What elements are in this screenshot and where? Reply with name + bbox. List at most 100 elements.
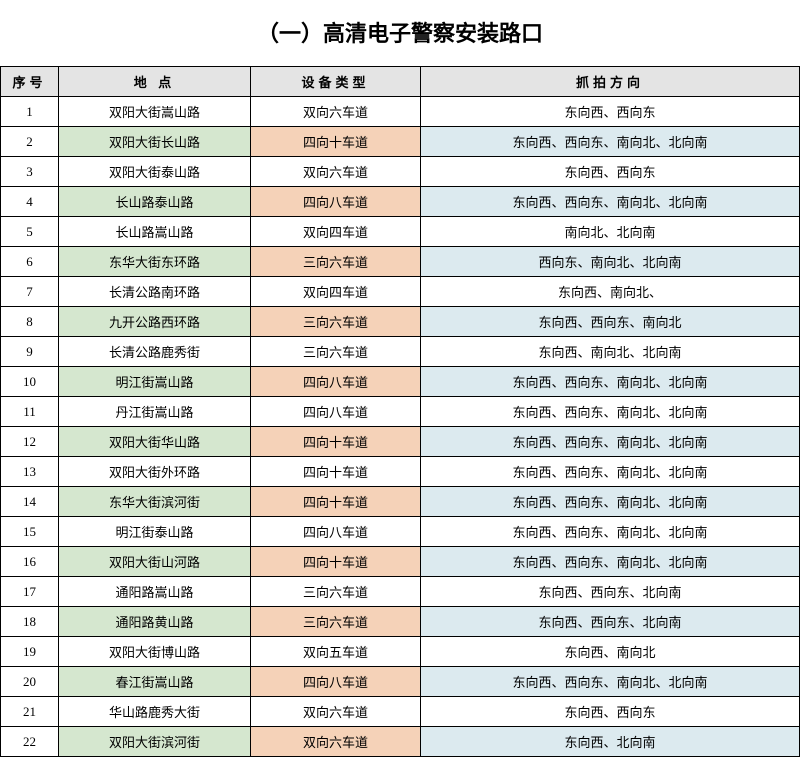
cell-seq: 2 <box>1 127 59 157</box>
cell-location: 春江街嵩山路 <box>59 667 251 697</box>
table-row: 4长山路泰山路四向八车道东向西、西向东、南向北、北向南 <box>1 187 800 217</box>
cell-location: 明江街嵩山路 <box>59 367 251 397</box>
cell-seq: 17 <box>1 577 59 607</box>
cell-type: 双向五车道 <box>251 637 421 667</box>
cell-location: 东华大街滨河街 <box>59 487 251 517</box>
cell-location: 丹江街嵩山路 <box>59 397 251 427</box>
cell-type: 双向六车道 <box>251 697 421 727</box>
table-row: 3双阳大街泰山路双向六车道东向西、西向东 <box>1 157 800 187</box>
cell-seq: 14 <box>1 487 59 517</box>
table-header-row: 序号 地 点 设备类型 抓拍方向 <box>1 67 800 97</box>
cell-seq: 8 <box>1 307 59 337</box>
cell-location: 双阳大街长山路 <box>59 127 251 157</box>
cell-type: 三向六车道 <box>251 607 421 637</box>
cell-type: 三向六车道 <box>251 577 421 607</box>
table-row: 14东华大街滨河街四向十车道东向西、西向东、南向北、北向南 <box>1 487 800 517</box>
cell-seq: 4 <box>1 187 59 217</box>
cell-type: 四向八车道 <box>251 187 421 217</box>
cell-location: 双阳大街外环路 <box>59 457 251 487</box>
table-row: 11丹江街嵩山路四向八车道东向西、西向东、南向北、北向南 <box>1 397 800 427</box>
cell-type: 四向十车道 <box>251 487 421 517</box>
cell-seq: 7 <box>1 277 59 307</box>
cell-type: 四向十车道 <box>251 547 421 577</box>
cell-seq: 16 <box>1 547 59 577</box>
cell-direction: 东向西、西向东、北向南 <box>421 607 800 637</box>
cell-type: 三向六车道 <box>251 337 421 367</box>
cell-type: 四向八车道 <box>251 667 421 697</box>
cell-location: 双阳大街嵩山路 <box>59 97 251 127</box>
cell-direction: 西向东、南向北、北向南 <box>421 247 800 277</box>
table-row: 15明江街泰山路四向八车道东向西、西向东、南向北、北向南 <box>1 517 800 547</box>
col-header-direction: 抓拍方向 <box>421 67 800 97</box>
cell-type: 四向八车道 <box>251 517 421 547</box>
cell-direction: 东向西、南向北、北向南 <box>421 337 800 367</box>
cell-location: 双阳大街华山路 <box>59 427 251 457</box>
cell-seq: 1 <box>1 97 59 127</box>
table-row: 1双阳大街嵩山路双向六车道东向西、西向东 <box>1 97 800 127</box>
cell-direction: 东向西、西向东 <box>421 97 800 127</box>
cell-location: 东华大街东环路 <box>59 247 251 277</box>
cell-direction: 东向西、西向东、南向北、北向南 <box>421 427 800 457</box>
cell-seq: 5 <box>1 217 59 247</box>
cell-direction: 东向西、西向东、南向北、北向南 <box>421 487 800 517</box>
cell-location: 长清公路鹿秀街 <box>59 337 251 367</box>
cell-direction: 东向西、西向东 <box>421 697 800 727</box>
cell-seq: 10 <box>1 367 59 397</box>
cell-direction: 东向西、北向南 <box>421 727 800 757</box>
table-row: 8九开公路西环路三向六车道东向西、西向东、南向北 <box>1 307 800 337</box>
table-row: 12双阳大街华山路四向十车道东向西、西向东、南向北、北向南 <box>1 427 800 457</box>
cell-direction: 东向西、西向东、南向北、北向南 <box>421 457 800 487</box>
cell-location: 九开公路西环路 <box>59 307 251 337</box>
cell-location: 双阳大街滨河街 <box>59 727 251 757</box>
cell-type: 双向六车道 <box>251 157 421 187</box>
cell-seq: 21 <box>1 697 59 727</box>
table-row: 6东华大街东环路三向六车道西向东、南向北、北向南 <box>1 247 800 277</box>
cell-seq: 6 <box>1 247 59 277</box>
col-header-type: 设备类型 <box>251 67 421 97</box>
cell-seq: 22 <box>1 727 59 757</box>
cell-type: 四向十车道 <box>251 427 421 457</box>
cell-type: 三向六车道 <box>251 307 421 337</box>
table-row: 21华山路鹿秀大街双向六车道东向西、西向东 <box>1 697 800 727</box>
cell-type: 四向八车道 <box>251 367 421 397</box>
cell-type: 三向六车道 <box>251 247 421 277</box>
table-row: 18通阳路黄山路三向六车道东向西、西向东、北向南 <box>1 607 800 637</box>
cell-direction: 东向西、西向东、南向北 <box>421 307 800 337</box>
cell-location: 双阳大街泰山路 <box>59 157 251 187</box>
cell-direction: 东向西、西向东、南向北、北向南 <box>421 397 800 427</box>
cell-direction: 东向西、西向东、南向北、北向南 <box>421 547 800 577</box>
cell-location: 长山路泰山路 <box>59 187 251 217</box>
cell-type: 双向四车道 <box>251 217 421 247</box>
table-row: 13双阳大街外环路四向十车道东向西、西向东、南向北、北向南 <box>1 457 800 487</box>
cell-location: 长山路嵩山路 <box>59 217 251 247</box>
table-row: 16双阳大街山河路四向十车道东向西、西向东、南向北、北向南 <box>1 547 800 577</box>
table-row: 7长清公路南环路双向四车道东向西、南向北、 <box>1 277 800 307</box>
cell-location: 长清公路南环路 <box>59 277 251 307</box>
cell-seq: 20 <box>1 667 59 697</box>
cell-direction: 东向西、西向东、南向北、北向南 <box>421 187 800 217</box>
cell-seq: 19 <box>1 637 59 667</box>
cell-seq: 12 <box>1 427 59 457</box>
cell-location: 华山路鹿秀大街 <box>59 697 251 727</box>
cell-direction: 东向西、西向东、北向南 <box>421 577 800 607</box>
cell-type: 双向六车道 <box>251 727 421 757</box>
cell-location: 双阳大街山河路 <box>59 547 251 577</box>
cell-type: 四向八车道 <box>251 397 421 427</box>
cell-seq: 13 <box>1 457 59 487</box>
table-row: 10明江街嵩山路四向八车道东向西、西向东、南向北、北向南 <box>1 367 800 397</box>
table-row: 19双阳大街博山路双向五车道东向西、南向北 <box>1 637 800 667</box>
cell-location: 通阳路嵩山路 <box>59 577 251 607</box>
cell-type: 双向六车道 <box>251 97 421 127</box>
cell-direction: 东向西、南向北、 <box>421 277 800 307</box>
cell-seq: 18 <box>1 607 59 637</box>
table-row: 22双阳大街滨河街双向六车道东向西、北向南 <box>1 727 800 757</box>
cell-seq: 11 <box>1 397 59 427</box>
cell-direction: 东向西、西向东 <box>421 157 800 187</box>
table-row: 5长山路嵩山路双向四车道南向北、北向南 <box>1 217 800 247</box>
table-row: 9长清公路鹿秀街三向六车道东向西、南向北、北向南 <box>1 337 800 367</box>
cell-direction: 东向西、西向东、南向北、北向南 <box>421 517 800 547</box>
intersection-table: 序号 地 点 设备类型 抓拍方向 1双阳大街嵩山路双向六车道东向西、西向东2双阳… <box>0 66 800 757</box>
cell-type: 双向四车道 <box>251 277 421 307</box>
cell-location: 双阳大街博山路 <box>59 637 251 667</box>
cell-direction: 南向北、北向南 <box>421 217 800 247</box>
